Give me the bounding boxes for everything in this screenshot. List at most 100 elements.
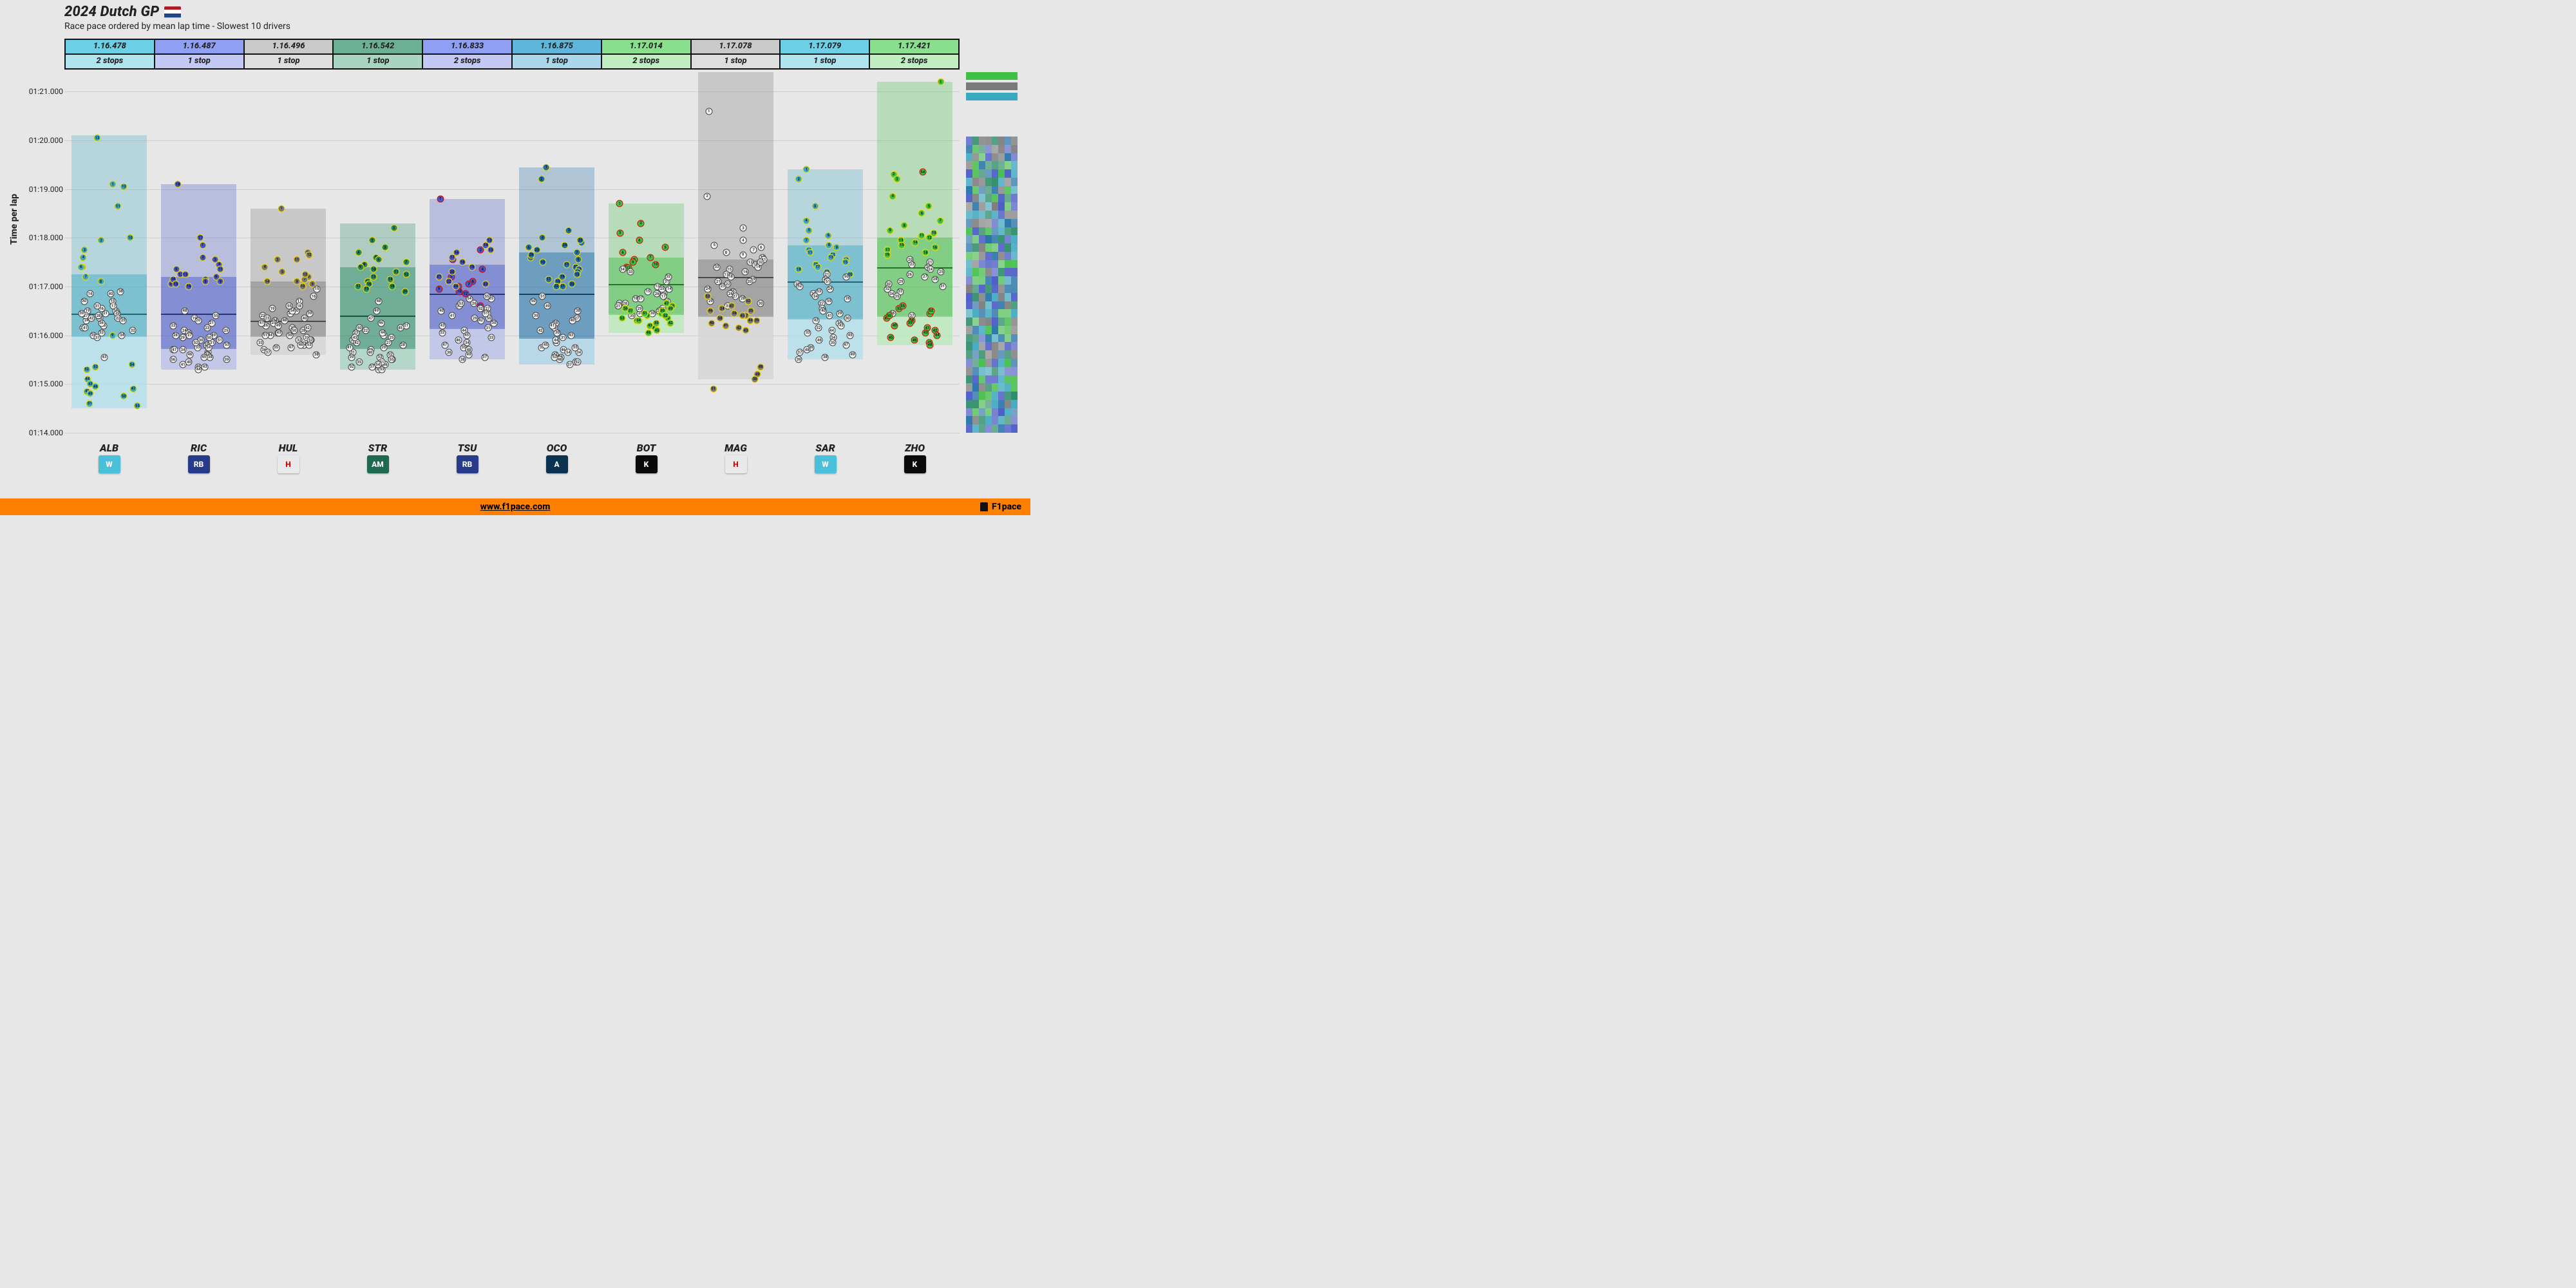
- footer-bar: www.f1pace.com F1pace: [0, 498, 1030, 515]
- mini-cell: [1005, 186, 1011, 194]
- mini-row: [966, 260, 1018, 269]
- mini-cell: [1011, 169, 1018, 178]
- median-line: [609, 284, 684, 285]
- mini-cell: [985, 219, 992, 227]
- lap-dot: 46: [92, 383, 99, 390]
- lap-dot: 46: [455, 337, 462, 344]
- lap-dot: 43: [567, 332, 574, 339]
- lap-dot: 42: [477, 317, 484, 324]
- lap-dot: 39: [78, 310, 85, 317]
- y-tick-label: 01:18.000: [29, 233, 63, 242]
- mini-cell: [985, 260, 992, 269]
- mini-cell: [998, 416, 1005, 424]
- mini-cell: [1011, 153, 1018, 162]
- mini-cell: [1005, 334, 1011, 343]
- mini-cell: [998, 161, 1005, 169]
- lap-dot: 4: [80, 254, 87, 261]
- mini-cell: [998, 342, 1005, 350]
- mini-cell: [1011, 392, 1018, 400]
- mini-cell: [1011, 186, 1018, 194]
- lap-dot: 6: [825, 232, 832, 239]
- lap-dot: 20: [194, 317, 202, 324]
- mini-row: [966, 367, 1018, 375]
- lap-dot: 20: [746, 278, 753, 285]
- lap-dot: 34: [719, 305, 726, 312]
- mini-cell: [992, 260, 998, 269]
- mini-cell: [1011, 178, 1018, 186]
- lap-dot: 51: [216, 337, 223, 344]
- x-label-cell: ALBW: [64, 442, 154, 487]
- mini-cell: [1011, 309, 1018, 317]
- lap-dot: 28: [95, 312, 102, 319]
- mini-cell: [985, 161, 992, 169]
- mini-cell: [966, 252, 972, 260]
- mini-cell: [1011, 252, 1018, 260]
- mini-cell: [979, 317, 985, 326]
- mini-cell: [985, 293, 992, 301]
- lap-dot: 3: [565, 227, 573, 234]
- lap-dot: 5: [279, 269, 286, 276]
- lap-dot: 47: [367, 315, 374, 322]
- lap-dot: 37: [627, 307, 634, 314]
- lap-dot: 52: [477, 305, 484, 312]
- header-stops-cell: 1 stop: [334, 55, 423, 68]
- mini-cell: [966, 202, 972, 211]
- lap-dot: 8: [723, 249, 730, 256]
- lap-dot: 45: [847, 332, 854, 339]
- lap-dot: 18: [922, 249, 929, 256]
- header-row-stops: 2 stops1 stop1 stop1 stop2 stops1 stop2 …: [64, 55, 960, 70]
- lap-dot: 5: [711, 242, 718, 249]
- mini-cell: [972, 334, 979, 343]
- lap-dot: 45: [887, 334, 895, 341]
- mini-cell: [972, 211, 979, 219]
- lap-dot: 52: [348, 363, 355, 370]
- mini-cell: [992, 285, 998, 293]
- lap-dot: 20: [569, 281, 576, 288]
- driver-code: ZHO: [870, 442, 960, 454]
- lap-dot: 7: [647, 254, 654, 261]
- lap-dot: 30: [757, 300, 764, 307]
- mini-cell: [1011, 235, 1018, 243]
- footer-url[interactable]: www.f1pace.com: [480, 502, 551, 512]
- mini-cell: [998, 285, 1005, 293]
- lap-dot: 15: [898, 242, 905, 249]
- x-label-cell: RICRB: [154, 442, 243, 487]
- lap-dot: 42: [735, 325, 743, 332]
- mini-cell: [1011, 285, 1018, 293]
- lap-dot: 33: [488, 334, 495, 341]
- lap-dot: 23: [482, 281, 489, 288]
- lap-dot: 27: [186, 332, 193, 339]
- lap-dot: 12: [120, 183, 128, 190]
- mini-cell: [979, 235, 985, 243]
- median-line: [161, 314, 236, 315]
- lap-dot: 53: [619, 315, 626, 322]
- mini-cell: [979, 293, 985, 301]
- mini-cell: [992, 309, 998, 317]
- driver-code: MAG: [691, 442, 781, 454]
- lap-dot: 32: [757, 259, 764, 266]
- lap-dot: 45: [200, 354, 207, 361]
- header-stops-cell: 2 stops: [64, 55, 155, 68]
- lap-dot: 50: [843, 273, 850, 280]
- lap-dot: 9: [739, 251, 746, 258]
- mini-cell: [1011, 334, 1018, 343]
- mini-cell: [972, 194, 979, 202]
- x-label-cell: TSURB: [422, 442, 512, 487]
- mini-cell: [1011, 400, 1018, 408]
- brand-text: F1pace: [992, 502, 1021, 512]
- mini-row: [966, 309, 1018, 317]
- mini-cell: [992, 424, 998, 433]
- mini-cell: [979, 194, 985, 202]
- mini-cell: [972, 178, 979, 186]
- mini-row: [966, 178, 1018, 186]
- lap-dot: 14: [912, 239, 919, 246]
- mini-cell: [966, 276, 972, 285]
- mini-cell: [998, 392, 1005, 400]
- mini-cell: [998, 243, 1005, 252]
- mini-cell: [972, 317, 979, 326]
- lap-dot: 43: [202, 363, 209, 370]
- lap-dot: 7: [466, 281, 473, 288]
- mini-cell: [966, 194, 972, 202]
- lap-dot: 37: [481, 354, 488, 361]
- mini-cell: [985, 178, 992, 186]
